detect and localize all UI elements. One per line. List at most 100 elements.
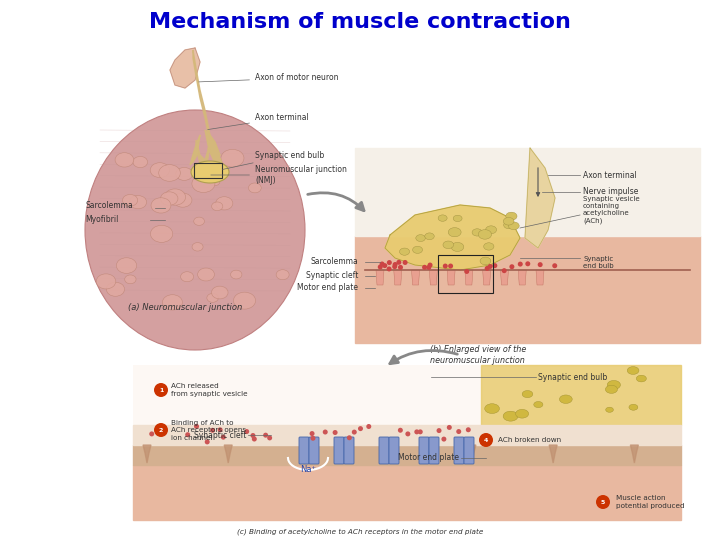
Ellipse shape bbox=[413, 246, 423, 253]
Polygon shape bbox=[205, 130, 220, 160]
Circle shape bbox=[487, 264, 492, 269]
Circle shape bbox=[221, 435, 226, 440]
Ellipse shape bbox=[276, 269, 289, 280]
Circle shape bbox=[526, 261, 531, 266]
Polygon shape bbox=[468, 445, 476, 463]
Ellipse shape bbox=[150, 225, 173, 242]
Ellipse shape bbox=[522, 390, 533, 397]
Ellipse shape bbox=[158, 165, 180, 181]
Text: Muscle action
potential produced: Muscle action potential produced bbox=[616, 495, 685, 509]
Circle shape bbox=[398, 265, 403, 270]
Ellipse shape bbox=[453, 215, 462, 221]
Circle shape bbox=[466, 427, 471, 432]
Polygon shape bbox=[208, 148, 225, 172]
Ellipse shape bbox=[508, 222, 519, 230]
Ellipse shape bbox=[130, 195, 147, 209]
Ellipse shape bbox=[472, 229, 482, 236]
Text: Binding of ACh to
ACh receptors opens
ion channel: Binding of ACh to ACh receptors opens io… bbox=[171, 420, 246, 441]
Ellipse shape bbox=[151, 198, 171, 213]
Text: Axon terminal: Axon terminal bbox=[208, 113, 309, 130]
Ellipse shape bbox=[150, 163, 169, 178]
Ellipse shape bbox=[164, 189, 186, 205]
Ellipse shape bbox=[125, 275, 136, 284]
Ellipse shape bbox=[230, 270, 242, 279]
Polygon shape bbox=[355, 236, 700, 343]
Ellipse shape bbox=[478, 230, 492, 239]
Polygon shape bbox=[387, 445, 395, 463]
Circle shape bbox=[387, 260, 392, 265]
Circle shape bbox=[194, 424, 199, 429]
Ellipse shape bbox=[451, 242, 464, 252]
Polygon shape bbox=[500, 270, 508, 285]
Polygon shape bbox=[376, 270, 384, 285]
Text: 4: 4 bbox=[484, 437, 488, 442]
Bar bbox=[194, 163, 222, 178]
FancyArrowPatch shape bbox=[390, 350, 457, 363]
Ellipse shape bbox=[416, 235, 426, 241]
Ellipse shape bbox=[174, 193, 192, 207]
Circle shape bbox=[217, 427, 222, 433]
Ellipse shape bbox=[216, 197, 233, 210]
Ellipse shape bbox=[636, 375, 647, 382]
Polygon shape bbox=[143, 445, 151, 463]
FancyBboxPatch shape bbox=[309, 437, 319, 464]
Circle shape bbox=[596, 495, 610, 509]
Ellipse shape bbox=[503, 411, 518, 421]
Circle shape bbox=[251, 433, 256, 438]
Ellipse shape bbox=[181, 272, 194, 282]
Ellipse shape bbox=[248, 183, 261, 193]
Ellipse shape bbox=[176, 167, 193, 180]
Circle shape bbox=[492, 263, 498, 268]
Circle shape bbox=[428, 262, 433, 267]
Polygon shape bbox=[525, 148, 555, 248]
Circle shape bbox=[154, 423, 168, 437]
Text: Axon terminal: Axon terminal bbox=[583, 171, 636, 179]
Circle shape bbox=[392, 262, 397, 267]
Text: Motor end plate: Motor end plate bbox=[297, 284, 358, 293]
Text: (b) Enlarged view of the
neuromuscular junction: (b) Enlarged view of the neuromuscular j… bbox=[430, 345, 526, 366]
Circle shape bbox=[398, 428, 403, 433]
Polygon shape bbox=[305, 445, 313, 463]
Circle shape bbox=[518, 261, 523, 267]
Circle shape bbox=[347, 435, 352, 440]
Polygon shape bbox=[429, 270, 437, 285]
Ellipse shape bbox=[559, 395, 572, 403]
Ellipse shape bbox=[627, 367, 639, 374]
Text: Synaptic end bulb: Synaptic end bulb bbox=[538, 373, 607, 381]
Text: Myofibril: Myofibril bbox=[85, 215, 118, 225]
Ellipse shape bbox=[443, 241, 454, 248]
Ellipse shape bbox=[117, 258, 137, 273]
FancyArrowPatch shape bbox=[307, 193, 364, 211]
Circle shape bbox=[204, 440, 210, 444]
Circle shape bbox=[149, 431, 154, 436]
Circle shape bbox=[392, 264, 397, 269]
Polygon shape bbox=[224, 445, 233, 463]
Polygon shape bbox=[536, 270, 544, 285]
Polygon shape bbox=[133, 425, 681, 445]
Circle shape bbox=[154, 383, 168, 397]
Polygon shape bbox=[549, 445, 557, 463]
Circle shape bbox=[382, 263, 387, 268]
Ellipse shape bbox=[606, 407, 613, 413]
Ellipse shape bbox=[209, 177, 220, 186]
FancyBboxPatch shape bbox=[454, 437, 464, 464]
Text: 1: 1 bbox=[159, 388, 163, 393]
Ellipse shape bbox=[96, 274, 116, 289]
Ellipse shape bbox=[485, 226, 497, 234]
Ellipse shape bbox=[212, 202, 222, 211]
Circle shape bbox=[502, 268, 507, 273]
Circle shape bbox=[436, 428, 441, 433]
Circle shape bbox=[358, 426, 363, 431]
Ellipse shape bbox=[115, 153, 134, 167]
Circle shape bbox=[267, 435, 272, 441]
Text: Na⁺: Na⁺ bbox=[300, 465, 316, 474]
Ellipse shape bbox=[192, 175, 215, 192]
Ellipse shape bbox=[122, 194, 138, 206]
Circle shape bbox=[185, 432, 190, 437]
Ellipse shape bbox=[449, 227, 461, 237]
Polygon shape bbox=[518, 270, 526, 285]
Ellipse shape bbox=[606, 386, 618, 394]
Text: ACh broken down: ACh broken down bbox=[498, 437, 561, 443]
Ellipse shape bbox=[163, 295, 182, 310]
Ellipse shape bbox=[629, 404, 638, 410]
